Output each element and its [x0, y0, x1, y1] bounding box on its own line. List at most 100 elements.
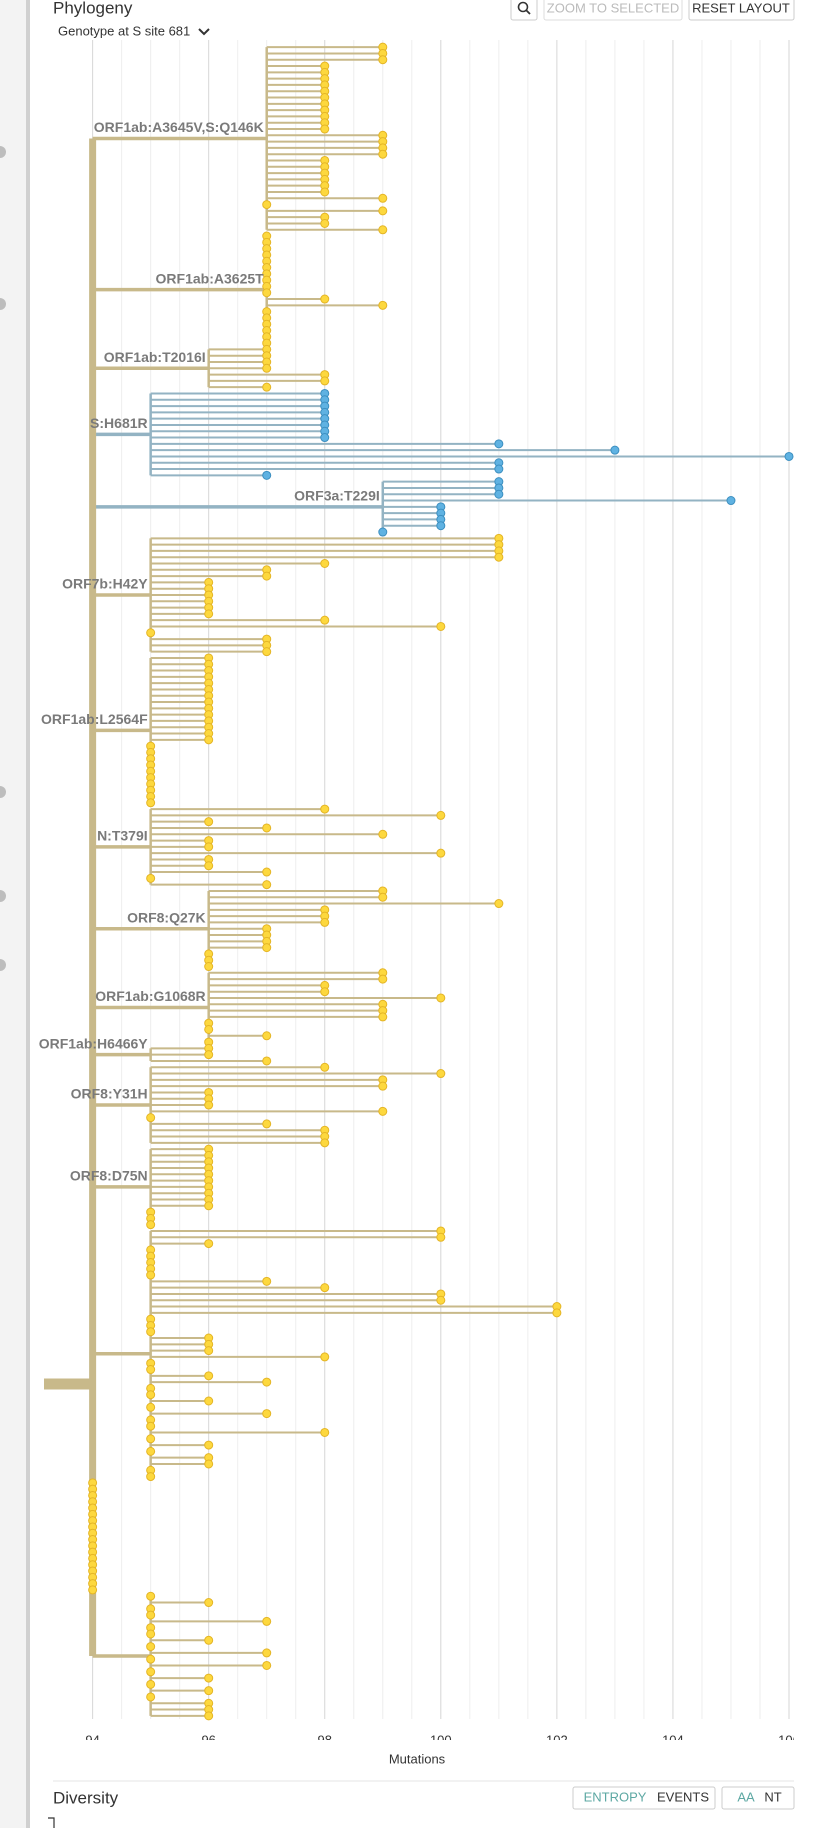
tip — [146, 1390, 156, 1400]
tip — [378, 527, 388, 537]
tip — [494, 439, 504, 449]
tip — [320, 187, 330, 197]
tip — [494, 464, 504, 474]
tip — [146, 1692, 156, 1702]
tip — [552, 1308, 562, 1318]
tip — [436, 1069, 446, 1079]
tip — [146, 1327, 156, 1337]
tip — [204, 1598, 214, 1608]
tip — [204, 735, 214, 745]
tip — [262, 382, 272, 392]
tip — [320, 917, 330, 927]
entropy-tab[interactable]: ENTROPY — [584, 1789, 647, 1804]
tip — [204, 1635, 214, 1645]
tip — [204, 1711, 214, 1721]
tip — [262, 200, 272, 210]
x-tick-label: 104 — [662, 1732, 684, 1747]
tip — [146, 1446, 156, 1456]
events-tab[interactable]: EVENTS — [657, 1789, 709, 1804]
tip — [204, 817, 214, 827]
tip — [204, 1673, 214, 1683]
tip — [378, 892, 388, 902]
reset-button[interactable] — [688, 0, 795, 21]
tip — [262, 1276, 272, 1286]
tip — [262, 1648, 272, 1658]
tip — [204, 842, 214, 852]
tip — [378, 55, 388, 65]
tree: ORF1ab:A3645V,S:Q146K ORF1ab:A3625T ORF1ab… — [39, 42, 794, 1721]
tip — [378, 1106, 388, 1116]
branch-label: ORF1ab:G1068R — [95, 988, 205, 1004]
tip — [378, 829, 388, 839]
tip — [262, 880, 272, 890]
tip — [320, 1062, 330, 1072]
panel-title: Phylogeny — [53, 0, 133, 17]
branch-label: ORF8:Q27K — [127, 909, 206, 925]
tip — [262, 1031, 272, 1041]
nt-tab[interactable]: NT — [764, 1789, 781, 1804]
branch-label: ORF8:Y31H — [71, 1086, 148, 1102]
tip — [320, 218, 330, 228]
tip — [494, 899, 504, 909]
tip — [378, 149, 388, 159]
tip — [262, 288, 272, 298]
tip — [146, 1654, 156, 1664]
tip — [262, 823, 272, 833]
dropdown-arrow[interactable] — [198, 28, 210, 36]
tip — [204, 1100, 214, 1110]
branch-label: ORF1ab:A3625T — [156, 270, 265, 286]
tip — [436, 848, 446, 858]
x-axis: 94 96 98 100 102 104 106 — [85, 1732, 794, 1747]
tip — [726, 496, 736, 506]
tip — [320, 294, 330, 304]
tip — [262, 1119, 272, 1129]
zoom-button-label: ZOOM TO SELECTED — [547, 0, 679, 15]
x-tick-label: 94 — [85, 1732, 99, 1747]
seq-group — [721, 1786, 795, 1810]
branch-label: ORF1ab:H6466Y — [39, 1035, 149, 1051]
branch-label: ORF1ab:L2564F — [41, 711, 148, 727]
zoom-icon-button[interactable] — [510, 0, 538, 21]
tip — [494, 489, 504, 499]
branch-label: ORF1ab:T2016I — [104, 349, 206, 365]
tip — [610, 445, 620, 455]
tip — [378, 206, 388, 216]
branch-label: ORF7b:H42Y — [62, 576, 148, 592]
tip — [494, 552, 504, 562]
tip — [784, 451, 794, 461]
tip — [146, 1667, 156, 1677]
tip — [262, 1616, 272, 1626]
tip — [204, 1440, 214, 1450]
tip — [320, 1427, 330, 1437]
tip — [320, 433, 330, 443]
tip — [262, 470, 272, 480]
x-tick-label: 100 — [430, 1732, 452, 1747]
tip — [204, 962, 214, 972]
tip — [146, 873, 156, 883]
tip — [320, 124, 330, 134]
zoom-button[interactable] — [543, 0, 683, 21]
panel-title: Diversity — [53, 1788, 119, 1807]
tip — [204, 1371, 214, 1381]
branch-label: S:H681R — [90, 415, 148, 431]
tip — [436, 993, 446, 1003]
sidebar-controls — [0, 146, 6, 971]
tip — [204, 1459, 214, 1469]
tip — [146, 1642, 156, 1652]
color-by-select[interactable]: Genotype at S site 681 — [58, 23, 190, 38]
tip — [146, 628, 156, 638]
x-axis-label: Mutations — [389, 1751, 446, 1766]
aa-tab[interactable]: AA — [737, 1789, 755, 1804]
tip — [262, 647, 272, 657]
tip — [436, 521, 446, 531]
tip — [146, 1421, 156, 1431]
tip — [436, 1232, 446, 1242]
tip — [320, 1138, 330, 1148]
tip — [204, 1201, 214, 1211]
tip — [88, 1585, 98, 1595]
tip — [146, 1220, 156, 1230]
tip — [320, 559, 330, 569]
tip — [204, 1024, 214, 1034]
tip — [378, 1081, 388, 1091]
